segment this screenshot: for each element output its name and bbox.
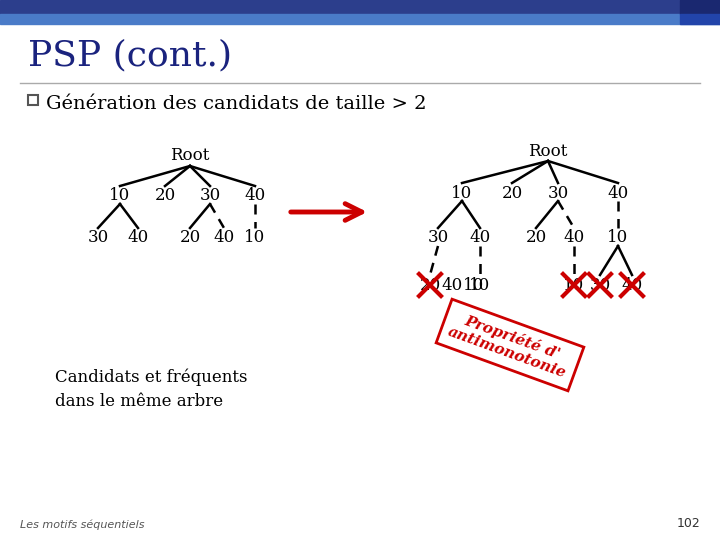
Text: 10: 10 [244, 230, 266, 246]
Text: Candidats et fréquents
dans le même arbre: Candidats et fréquents dans le même arbr… [55, 368, 248, 410]
Text: 40: 40 [213, 230, 235, 246]
Text: 30: 30 [199, 187, 220, 205]
Text: 10: 10 [608, 230, 629, 246]
Text: 30: 30 [428, 230, 449, 246]
Bar [0, 0, 720, 14]
Text: 10: 10 [469, 276, 490, 294]
Text: 30: 30 [547, 185, 569, 201]
Text: 10: 10 [563, 276, 585, 294]
Text: 20: 20 [179, 230, 201, 246]
Text: 40: 40 [621, 276, 643, 294]
Bar [680, 0, 720, 14]
Text: 10: 10 [451, 185, 472, 201]
Text: 30: 30 [87, 230, 109, 246]
Text: Root: Root [528, 143, 567, 159]
Text: 20: 20 [419, 276, 441, 294]
Text: Root: Root [171, 147, 210, 165]
Bar [680, 14, 720, 24]
Text: 20: 20 [526, 230, 546, 246]
Text: 40: 40 [469, 230, 490, 246]
Text: 102: 102 [676, 517, 700, 530]
Text: 10: 10 [109, 187, 130, 205]
Text: 40: 40 [441, 276, 463, 294]
Bar [0, 14, 720, 24]
Text: Propriété d'
antimonotonie: Propriété d' antimonotonie [446, 309, 574, 381]
Text: 20: 20 [154, 187, 176, 205]
Text: Les motifs séquentiels: Les motifs séquentiels [20, 519, 145, 530]
Text: 40: 40 [563, 230, 585, 246]
Text: 30: 30 [590, 276, 611, 294]
Text: 40: 40 [244, 187, 266, 205]
Text: 20: 20 [501, 185, 523, 201]
Text: 10: 10 [464, 276, 485, 294]
Bar [28, 95, 38, 105]
Text: PSP (cont.): PSP (cont.) [28, 38, 232, 72]
Text: Génération des candidats de taille > 2: Génération des candidats de taille > 2 [46, 95, 426, 113]
Text: 40: 40 [608, 185, 629, 201]
Text: 40: 40 [127, 230, 148, 246]
